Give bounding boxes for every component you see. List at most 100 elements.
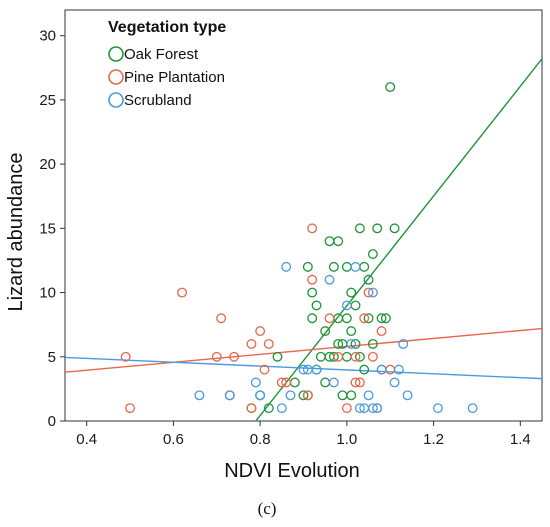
- oak-forest-point: [341, 351, 352, 362]
- legend-marker: [108, 92, 124, 108]
- scrubland-point: [376, 364, 387, 375]
- pine-plantation-point: [363, 287, 374, 298]
- pine-plantation-point: [307, 223, 318, 234]
- y-tick-label: 30: [39, 28, 56, 45]
- oak-forest-point: [389, 223, 400, 234]
- oak-forest-point: [385, 82, 396, 93]
- plot-frame: [64, 9, 543, 422]
- oak-forest-point: [363, 274, 374, 285]
- pine-plantation-point: [211, 351, 222, 362]
- pine-plantation-point: [367, 351, 378, 362]
- scrubland-point: [402, 390, 413, 401]
- scrubland-point: [255, 390, 266, 401]
- pine-plantation-point: [263, 338, 274, 349]
- pine-plantation-point: [276, 377, 287, 388]
- oak-forest-point: [307, 313, 318, 324]
- scrubland-point: [346, 338, 357, 349]
- scrubland-point: [328, 377, 339, 388]
- legend-item-scrubland: Scrubland: [108, 92, 192, 109]
- pine-plantation-point: [385, 364, 396, 375]
- scrubland-point: [224, 390, 235, 401]
- scrubland-point: [363, 390, 374, 401]
- oak-forest-point: [380, 313, 391, 324]
- legend-title: Vegetation type: [108, 19, 226, 36]
- scrubland-point: [276, 403, 287, 414]
- oak-forest-point: [359, 261, 370, 272]
- oak-forest-point: [363, 313, 374, 324]
- panel-label: (c): [258, 499, 277, 518]
- oak-forest-point: [333, 236, 344, 247]
- scrubland-point: [250, 377, 261, 388]
- y-tick-label: 15: [39, 220, 56, 237]
- scrubland-point: [393, 364, 404, 375]
- scrubland-point: [389, 377, 400, 388]
- scrubland-points: [194, 261, 478, 414]
- y-tick-label: 0: [48, 413, 56, 430]
- x-tick-label: 0.4: [76, 431, 97, 448]
- oak-forest-point: [302, 261, 313, 272]
- x-tick-label: 1.2: [423, 431, 444, 448]
- oak-forest-point: [289, 377, 300, 388]
- oak-forest-point: [337, 390, 348, 401]
- legend-label: Scrubland: [124, 92, 192, 109]
- y-tick-label: 10: [39, 285, 56, 302]
- scrubland-point: [367, 287, 378, 298]
- legend-label: Oak Forest: [124, 46, 199, 63]
- pine-plantation-point: [302, 390, 313, 401]
- pine-plantation-point: [354, 377, 365, 388]
- pine-plantation-point: [246, 403, 257, 414]
- scrubland-point: [467, 403, 478, 414]
- legend-marker: [108, 46, 124, 62]
- oak-forest-point: [263, 403, 274, 414]
- oak-forest-point: [372, 223, 383, 234]
- scrubland-point: [341, 300, 352, 311]
- scrubland-point: [285, 390, 296, 401]
- oak-forest-point: [328, 261, 339, 272]
- oak-forest-point: [324, 236, 335, 247]
- scrubland-point: [367, 403, 378, 414]
- scrubland-point: [350, 261, 361, 272]
- y-tick-label: 25: [39, 92, 56, 109]
- scrubland-point: [324, 274, 335, 285]
- pine-plantation-point: [350, 377, 361, 388]
- legend-items: Oak Forest Pine Plantation Scrubland: [108, 46, 225, 109]
- pine-plantation-point: [307, 274, 318, 285]
- legend-item-pine-plantation: Pine Plantation: [108, 69, 225, 86]
- oak-forest-point: [367, 338, 378, 349]
- y-tick-label: 20: [39, 156, 56, 173]
- oak-forest-point: [333, 338, 344, 349]
- oak-forest-point: [320, 326, 331, 337]
- oak-forest-point: [315, 351, 326, 362]
- pine-plantation-point: [359, 313, 370, 324]
- oak-forest-trend-line: [255, 58, 542, 421]
- scrubland-point: [372, 403, 383, 414]
- oak-forest-point: [333, 313, 344, 324]
- pine-plantation-point: [281, 377, 292, 388]
- x-tick-label: 1.4: [510, 431, 531, 448]
- oak-forest-point: [298, 390, 309, 401]
- pine-plantation-point: [376, 326, 387, 337]
- legend-marker: [108, 69, 124, 85]
- pine-plantation-point: [125, 403, 135, 414]
- oak-forest-point: [354, 351, 365, 362]
- oak-forest-point: [350, 300, 361, 311]
- pine-plantation-point: [333, 351, 344, 362]
- oak-forest-point: [320, 377, 331, 388]
- pine-plantation-point: [350, 351, 361, 362]
- oak-forest-point: [359, 364, 370, 375]
- legend: Vegetation type Oak Forest Pine Plantatio…: [108, 19, 226, 109]
- pine-plantation-trend-line: [65, 327, 542, 373]
- oak-forest-point: [376, 313, 387, 324]
- trend-lines: [65, 58, 542, 421]
- oak-forest-point: [341, 313, 352, 324]
- oak-forest-point: [328, 351, 339, 362]
- pine-plantation-point: [324, 313, 335, 324]
- scrubland-point: [311, 364, 322, 375]
- oak-forest-point: [367, 249, 378, 259]
- scrubland-point: [354, 403, 365, 414]
- pine-plantation-point: [216, 313, 227, 324]
- scrubland-point: [398, 338, 409, 349]
- pine-plantation-point: [177, 287, 188, 298]
- y-tick-label: 5: [48, 349, 56, 366]
